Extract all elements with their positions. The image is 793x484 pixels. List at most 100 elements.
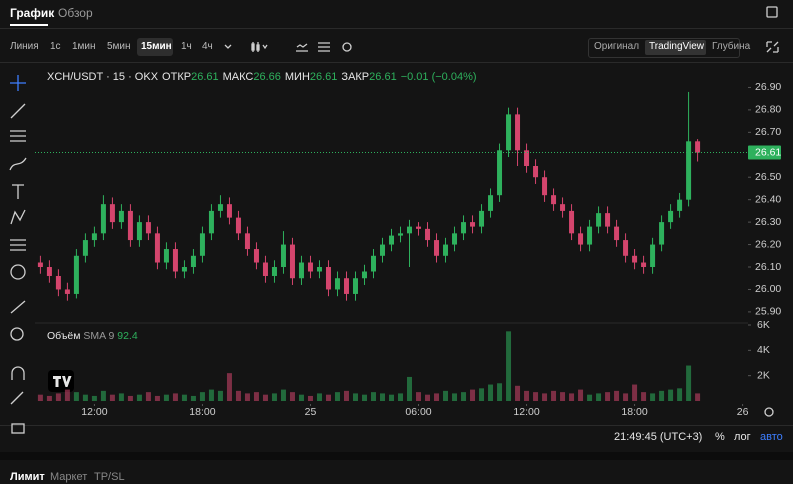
auto-toggle[interactable]: авто	[760, 431, 783, 443]
text-tool[interactable]	[12, 184, 24, 199]
candle	[443, 237, 449, 263]
candle-body	[127, 210, 133, 241]
volume-bar	[389, 394, 394, 401]
emoji-tool[interactable]	[10, 264, 26, 280]
candle	[533, 159, 539, 184]
candle	[190, 249, 196, 274]
volume-title: Объём	[47, 330, 81, 342]
ruler-tool[interactable]	[10, 300, 26, 314]
divider	[0, 425, 793, 426]
candle-body	[614, 226, 620, 241]
brush-tool[interactable]	[9, 157, 27, 171]
pen-lock-tool[interactable]	[10, 391, 24, 405]
interval[interactable]: 15мин	[141, 41, 172, 52]
candle	[524, 143, 530, 173]
layout-icon[interactable]	[766, 6, 778, 18]
candle	[244, 226, 250, 256]
interval[interactable]: 5мин	[107, 41, 131, 52]
tab[interactable]: Обзор	[58, 6, 93, 20]
candle	[136, 215, 142, 247]
candle	[461, 215, 467, 241]
candle-body	[407, 226, 413, 234]
volume-bar	[226, 373, 232, 401]
candle-body	[316, 267, 322, 272]
candle	[497, 143, 503, 202]
candle-body	[416, 226, 422, 229]
candle	[596, 206, 602, 234]
view[interactable]: Глубина	[712, 41, 751, 52]
candle	[109, 197, 115, 229]
candle	[587, 219, 593, 252]
candle	[145, 215, 151, 241]
candle	[452, 226, 458, 252]
fib-tool[interactable]	[10, 130, 26, 142]
volume-bar	[542, 393, 548, 401]
candle-body	[262, 262, 268, 276]
candle	[506, 107, 512, 158]
log-toggle[interactable]: лог	[734, 431, 751, 443]
candle-body	[235, 217, 241, 234]
y-tick-label: 26.70	[755, 126, 781, 138]
chevron[interactable]	[224, 44, 232, 49]
axis-settings[interactable]	[764, 407, 774, 417]
volume-bar	[118, 393, 124, 401]
interval[interactable]: 1с	[50, 41, 61, 52]
interval[interactable]: 1ч	[181, 41, 192, 52]
percent-toggle[interactable]: %	[715, 431, 725, 443]
candle-body	[551, 195, 557, 205]
view[interactable]: TradingView	[649, 41, 705, 52]
volume-bar	[668, 389, 674, 401]
tab[interactable]: График	[10, 6, 55, 20]
candle-body	[100, 204, 106, 234]
candle-icon[interactable]	[251, 42, 260, 52]
candle	[361, 264, 367, 285]
x-tick-label: 25	[305, 406, 317, 418]
candle	[551, 188, 557, 211]
volume-bar	[271, 393, 277, 401]
view-switch	[588, 38, 740, 58]
volume-bar	[208, 389, 214, 401]
volume-bar	[443, 390, 449, 401]
settings-icon[interactable]	[342, 42, 352, 52]
y-tick-label: 26.40	[755, 193, 781, 205]
candle-body	[370, 255, 376, 272]
volume-bar	[551, 390, 557, 401]
candle	[271, 260, 277, 283]
candle-body	[37, 262, 43, 268]
clock: 21:49:45 (UTC+3)	[614, 431, 703, 443]
volume-bar	[434, 393, 440, 401]
projection-tool[interactable]	[10, 239, 26, 251]
candle	[434, 233, 440, 263]
volume-bar	[163, 394, 169, 401]
candle	[325, 260, 331, 297]
interval[interactable]: 4ч	[202, 41, 213, 52]
candle	[64, 282, 70, 301]
crosshair-tool[interactable]	[10, 75, 26, 91]
fullscreen-icon[interactable]	[766, 41, 779, 53]
line-tool[interactable]	[10, 103, 26, 119]
volume-bar	[506, 331, 512, 401]
lock-tool[interactable]	[11, 423, 25, 434]
candle-body	[452, 233, 458, 245]
pattern-tool[interactable]	[10, 209, 26, 225]
list-icon[interactable]	[318, 42, 330, 52]
candle-body	[190, 255, 196, 268]
indicator-icon[interactable]	[296, 43, 308, 52]
volume-bar	[343, 390, 349, 401]
candle	[641, 255, 647, 274]
candle	[235, 210, 241, 241]
interval[interactable]: Линия	[10, 41, 39, 52]
candle	[389, 228, 394, 252]
view[interactable]: Оригинал	[594, 41, 640, 52]
candle-body	[497, 150, 503, 196]
interval[interactable]: 1мин	[72, 41, 96, 52]
x-tick-label: 12:00	[81, 406, 107, 418]
candle	[334, 271, 340, 297]
candle-body	[686, 141, 692, 200]
chevron[interactable]	[262, 44, 268, 50]
magnet-tool[interactable]	[11, 366, 25, 380]
zoom-tool[interactable]	[10, 327, 24, 341]
volume-bar	[587, 394, 593, 401]
candle-body	[479, 210, 485, 227]
chart-title: XCH/USDT · 15 · OKX	[47, 71, 159, 83]
